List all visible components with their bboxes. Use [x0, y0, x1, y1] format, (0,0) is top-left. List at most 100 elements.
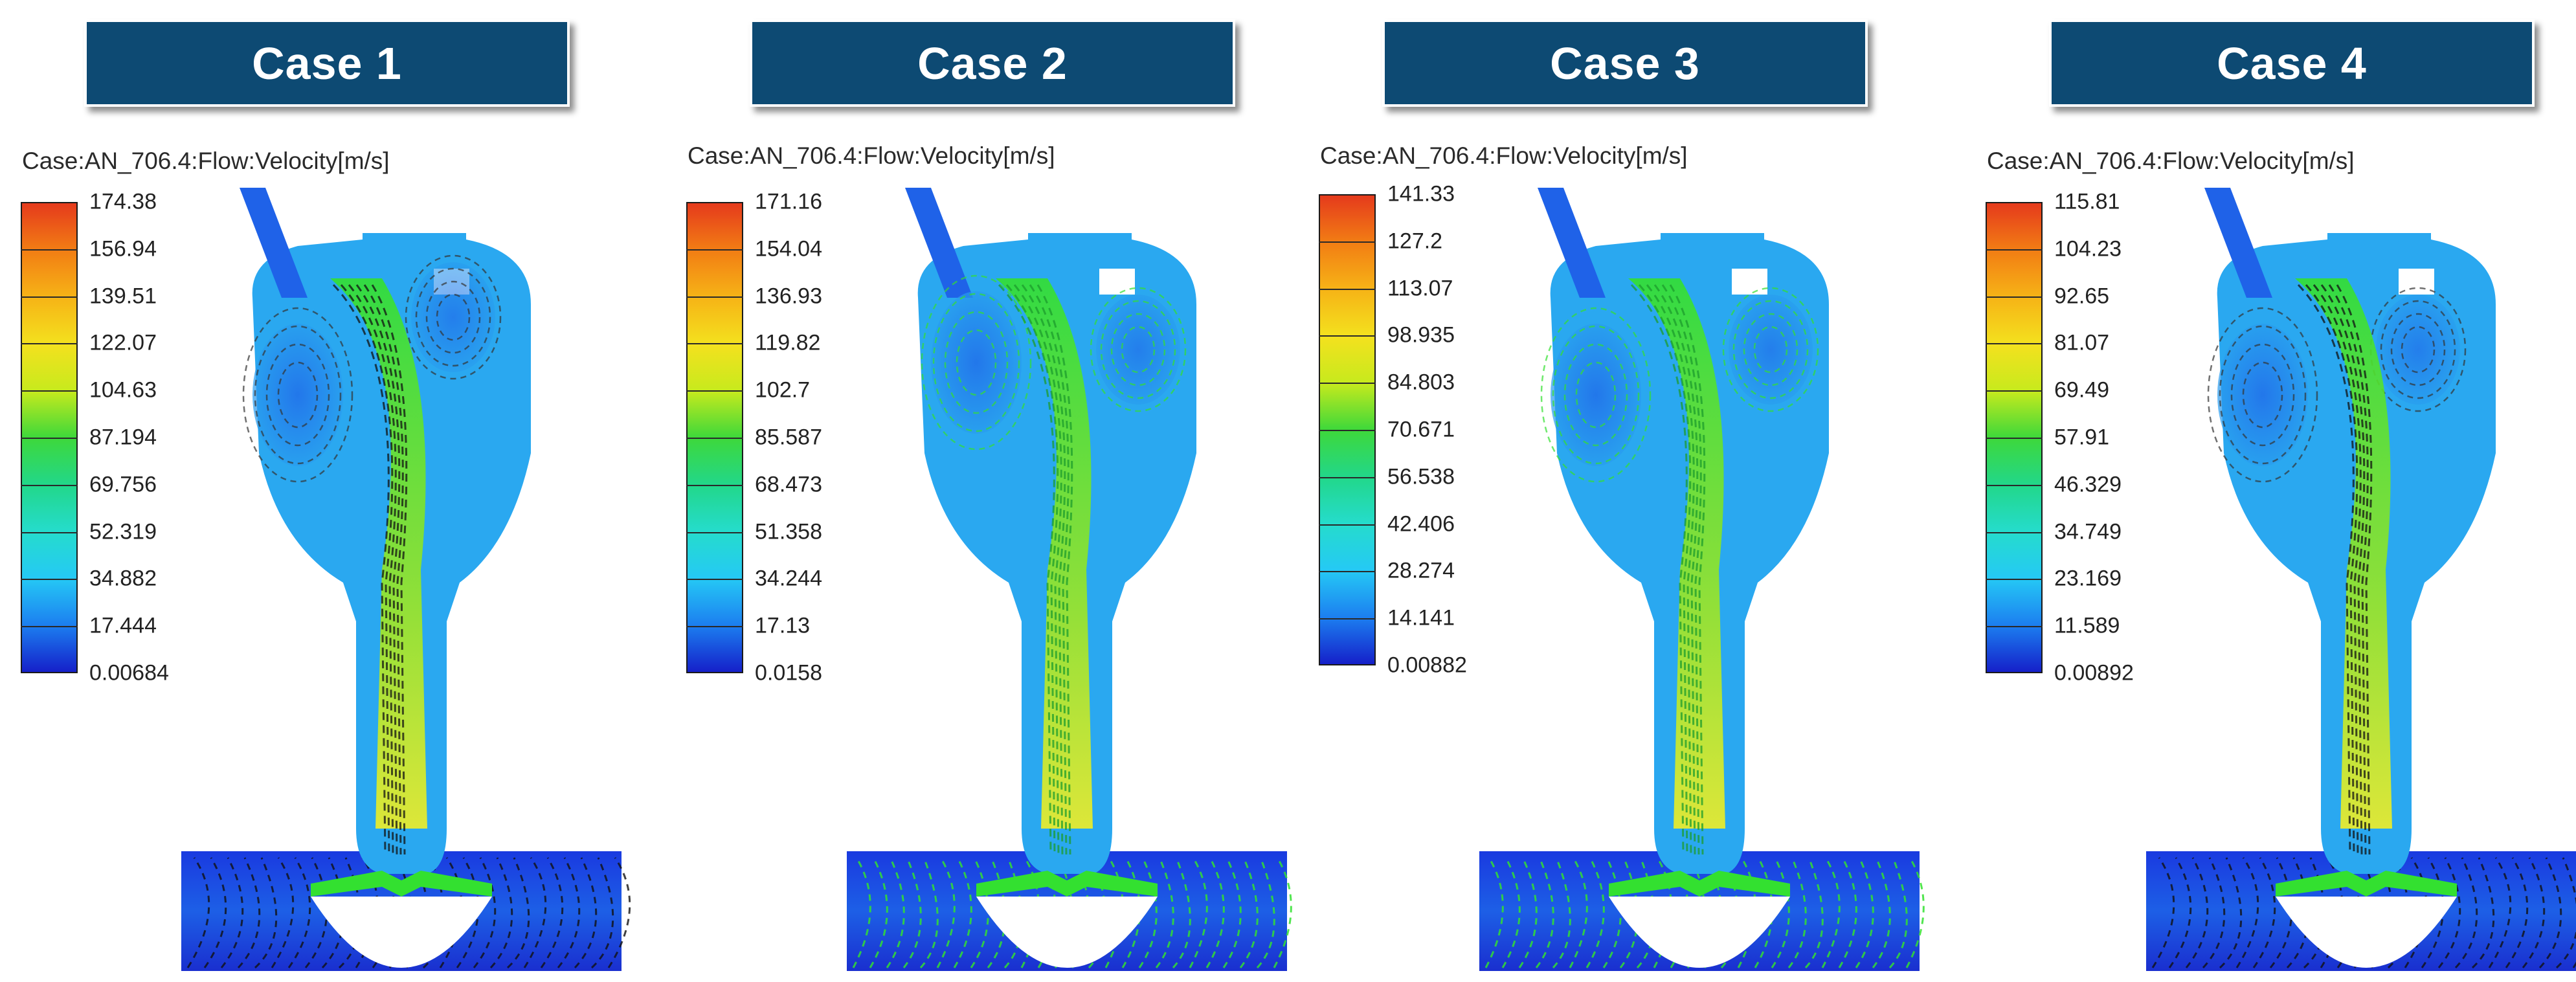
streamline	[2488, 857, 2512, 968]
streamline	[332, 284, 390, 855]
colorbar-separator	[21, 626, 78, 628]
streamline	[1552, 325, 1640, 465]
colorbar-separator	[1986, 390, 2043, 392]
streamline	[1535, 857, 1554, 968]
streamline	[1575, 361, 1617, 429]
streamline	[1121, 857, 1141, 968]
streamline	[436, 293, 471, 341]
streamline	[2269, 857, 2293, 968]
streamline	[1754, 857, 1773, 968]
streamline	[2151, 857, 2175, 968]
streamline	[2313, 284, 2362, 855]
colorbar-separator	[1986, 296, 2043, 298]
colorbar-separator	[1986, 438, 2043, 439]
colorbar-separator	[21, 296, 78, 298]
colorbar-separator	[21, 531, 78, 533]
streamline	[1013, 284, 1062, 855]
streamline	[590, 857, 614, 969]
colorbar-tick-label: 154.04	[755, 236, 822, 262]
valve-seat	[976, 871, 1158, 897]
streamline	[1722, 287, 1819, 412]
streamline	[2202, 857, 2226, 969]
streamline	[1256, 857, 1275, 969]
streamline	[936, 857, 956, 968]
streamline	[2454, 857, 2478, 969]
streamline	[473, 857, 497, 968]
streamline	[2168, 857, 2192, 968]
streamline	[2242, 361, 2283, 429]
streamline	[2286, 857, 2310, 969]
colorbar-separator	[21, 390, 78, 392]
colorbar-tick-label: 171.16	[755, 189, 822, 214]
streamline	[203, 857, 227, 968]
streamline	[2328, 284, 2369, 855]
case-title-banner: Case 2	[750, 19, 1235, 107]
streamline	[271, 857, 295, 968]
colorbar-separator	[1319, 430, 1376, 431]
streamline	[2437, 857, 2461, 968]
colorbar-tick-label: 68.473	[755, 472, 822, 497]
colorbar-separator	[1319, 383, 1376, 385]
colorbar-separator	[1319, 618, 1376, 620]
colorbar-tick-label: 81.07	[2054, 330, 2110, 355]
colorbar-tick-label: 85.587	[755, 425, 822, 450]
streamline	[1821, 857, 1841, 968]
streamline	[998, 284, 1055, 855]
colorbar-tick-label: 119.82	[755, 330, 821, 355]
streamline	[2320, 284, 2366, 855]
colorbar-tick-label: 127.2	[1387, 229, 1443, 254]
case-panel: Case 3 Case:AN_706.4:Flow:Velocity[m/s] …	[1298, 0, 1942, 982]
colorbar-tick-label: 51.358	[755, 519, 822, 544]
variable-label: Case:AN_706.4:Flow:Velocity[m/s]	[1987, 148, 2355, 174]
streamline	[956, 329, 997, 396]
colorbar-separator	[686, 296, 743, 298]
inlet-pipe	[240, 188, 308, 298]
streamline	[1646, 284, 1695, 855]
colorbar-separator	[1986, 579, 2043, 581]
case-panel: Case 4 Case:AN_706.4:Flow:Velocity[m/s] …	[1965, 0, 2576, 982]
streamline	[1838, 857, 1857, 968]
streamline	[1630, 284, 1688, 855]
streamline	[287, 857, 311, 968]
inlet-pipe	[2204, 188, 2272, 298]
colorbar-tick-label: 0.00882	[1387, 653, 1467, 678]
streamline	[2390, 313, 2446, 386]
streamline	[2471, 857, 2495, 969]
colorbar-separator	[1986, 343, 2043, 345]
colorbar-tick-label: 0.00684	[89, 660, 169, 686]
colorbar-tick-label: 34.882	[89, 566, 157, 591]
streamline	[2380, 300, 2456, 399]
main-jet	[1628, 278, 1725, 829]
valve-seat	[311, 871, 492, 897]
streamline	[2207, 307, 2318, 483]
colorbar-tick-label: 156.94	[89, 236, 157, 262]
streamline	[1855, 857, 1874, 968]
streamline	[254, 325, 342, 465]
streamline	[574, 857, 598, 969]
main-jet	[2295, 278, 2392, 829]
colorbar-tick-label: 28.274	[1387, 558, 1455, 583]
colorbar-separator	[1319, 524, 1376, 526]
streamline	[2230, 343, 2295, 447]
streamline	[186, 857, 210, 968]
variable-label: Case:AN_706.4:Flow:Velocity[m/s]	[1320, 142, 1688, 169]
colorbar-tick-label: 46.329	[2054, 472, 2122, 497]
streamline	[953, 857, 972, 968]
colorbar-tick-label: 34.244	[755, 566, 822, 591]
streamline	[1585, 857, 1605, 968]
streamline	[1602, 857, 1622, 968]
streamline	[237, 857, 261, 969]
streamline	[2305, 284, 2358, 855]
streamline	[1029, 284, 1070, 855]
colorbar-tick-label: 42.406	[1387, 511, 1455, 537]
valve-guide	[1099, 269, 1135, 295]
streamline	[1205, 857, 1225, 968]
case-title-banner: Case 1	[84, 19, 570, 107]
streamline	[1540, 307, 1652, 483]
streamline	[2505, 857, 2529, 968]
streamline	[304, 857, 328, 968]
streamline	[340, 284, 394, 855]
streamline	[254, 857, 278, 969]
valve-seat	[2276, 871, 2457, 897]
streamline	[265, 343, 330, 447]
